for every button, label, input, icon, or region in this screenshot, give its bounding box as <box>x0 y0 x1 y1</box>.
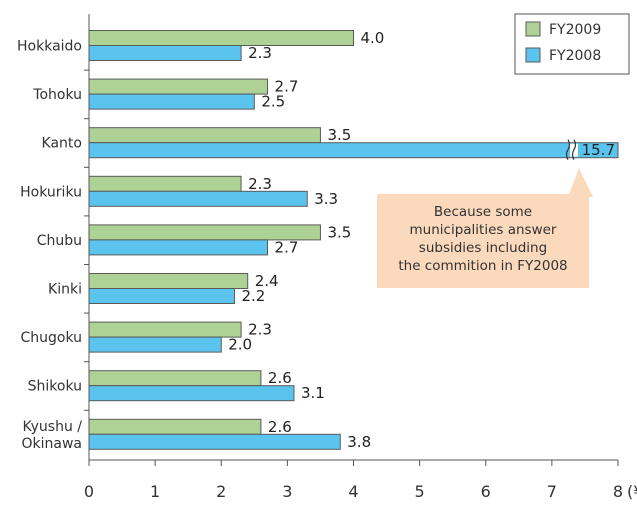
value-label-kanto-fy2008: 15.7 <box>582 141 615 159</box>
bar-hokkaido-fy2009 <box>88 30 354 46</box>
value-label-tohoku-fy2009: 2.7 <box>275 78 299 96</box>
axes-layer: Hokkaido Tohoku Kanto Hokuriku Chubu Kinki Chu… <box>17 14 637 501</box>
value-label-tohoku-fy2008: 2.5 <box>261 93 285 111</box>
bar-kyushu-okinawa-fy2009 <box>88 418 262 435</box>
value-label-chubu-fy2008: 2.7 <box>275 238 299 256</box>
value-label-hokkaido-fy2009: 4.0 <box>361 29 385 47</box>
bar-tohoku-fy2009 <box>88 78 269 95</box>
bar-chugoku-fy2009 <box>88 321 242 338</box>
x-tick-label: 0 <box>84 482 94 501</box>
x-tick-label: 4 <box>348 482 358 501</box>
callout-text-line: subsidies including <box>419 240 547 256</box>
bar-kinki-fy2009 <box>88 273 249 289</box>
callout-box <box>377 194 589 288</box>
legend-label-fy2009: FY2009 <box>549 22 601 38</box>
bar-hokuriku-fy2009 <box>88 175 242 192</box>
x-axis-unit: (¥) <box>627 482 637 501</box>
value-label-kyushu-okinawa-fy2008: 3.8 <box>347 433 371 451</box>
value-label-shikoku-fy2009: 2.6 <box>268 369 292 387</box>
value-label-hokuriku-fy2008: 3.3 <box>314 190 338 208</box>
value-label-hokuriku-fy2009: 2.3 <box>248 175 272 193</box>
x-tick-label: 7 <box>547 482 557 501</box>
value-label-kanto-fy2009: 3.5 <box>327 126 351 144</box>
category-label: Kanto <box>42 136 82 152</box>
value-label-hokkaido-fy2008: 2.3 <box>248 44 272 62</box>
bar-hokkaido-fy2008 <box>88 45 242 61</box>
bar-hokuriku-fy2008 <box>88 190 308 207</box>
category-label: Chugoku <box>20 330 82 346</box>
bars-layer: 4.02.32.72.53.515.72.33.33.52.72.42.22.3… <box>88 29 619 451</box>
bar-chugoku-fy2008 <box>88 336 222 353</box>
x-tick-label: 6 <box>481 482 491 501</box>
axis-break-mark <box>571 139 577 161</box>
x-tick-label: 3 <box>282 482 292 501</box>
category-label: Kyushu / <box>22 419 82 435</box>
callout-text-line: municipalities answer <box>410 222 557 238</box>
x-tick-label: 2 <box>216 482 226 501</box>
axis-break-mark <box>565 139 571 161</box>
legend-label-fy2008: FY2008 <box>549 48 601 64</box>
value-label-chubu-fy2009: 3.5 <box>327 223 351 241</box>
bar-shikoku-fy2009 <box>88 370 262 387</box>
bar-kanto-fy2008 <box>88 142 619 159</box>
bar-kanto-fy2009 <box>88 127 321 144</box>
x-tick-label: 8 <box>613 482 623 501</box>
category-label: Chubu <box>37 233 82 249</box>
category-label: Hokkaido <box>17 39 82 55</box>
category-label: Hokuriku <box>20 184 82 200</box>
bar-shikoku-fy2008 <box>88 385 295 402</box>
bar-tohoku-fy2008 <box>88 93 255 110</box>
legend-swatch-fy2008 <box>525 47 541 63</box>
value-label-kyushu-okinawa-fy2009: 2.6 <box>268 418 292 436</box>
legend-swatch-fy2009 <box>525 21 541 37</box>
category-label: Tohoku <box>32 87 82 103</box>
callout-pointer <box>568 168 593 197</box>
category-label: Kinki <box>48 282 82 298</box>
bar-kinki-fy2008 <box>88 288 235 304</box>
annotation-layer: Because some municipalities answer subsidi… <box>377 168 593 288</box>
bar-kyushu-okinawa-fy2008 <box>88 433 341 450</box>
x-tick-label: 5 <box>415 482 425 501</box>
bar-chubu-fy2008 <box>88 239 269 256</box>
value-label-chugoku-fy2009: 2.3 <box>248 321 272 339</box>
value-label-chugoku-fy2008: 2.0 <box>228 336 252 354</box>
x-tick-label: 1 <box>150 482 160 501</box>
callout-text-line: Because some <box>434 204 532 220</box>
value-label-kinki-fy2009: 2.4 <box>255 272 279 290</box>
legend: FY2009 FY2008 <box>514 13 630 75</box>
category-label: Shikoku <box>28 379 82 395</box>
value-label-kinki-fy2008: 2.2 <box>241 287 265 305</box>
callout-text-line: the commition in FY2008 <box>398 258 567 274</box>
value-label-shikoku-fy2008: 3.1 <box>301 384 325 402</box>
category-label: Okinawa <box>22 436 83 452</box>
